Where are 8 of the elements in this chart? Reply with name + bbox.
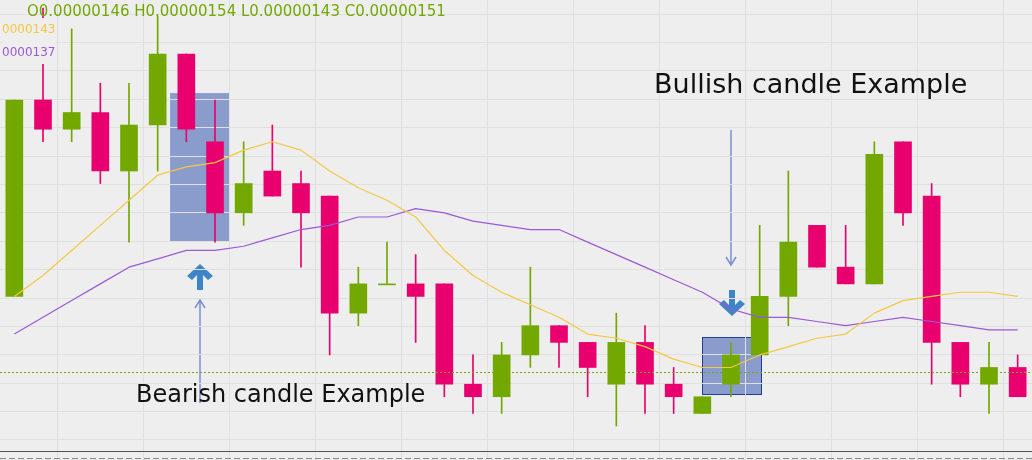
text: 0000143: [2, 22, 56, 36]
text: 0000137: [2, 41, 56, 64]
candlestick: [292, 170, 310, 268]
annotation: Bearish candle Example: [136, 380, 426, 408]
candlestick: [550, 325, 568, 368]
annotation: Bullish candle Example: [654, 68, 968, 99]
candlestick: [894, 141, 912, 226]
candlestick: [808, 225, 826, 268]
